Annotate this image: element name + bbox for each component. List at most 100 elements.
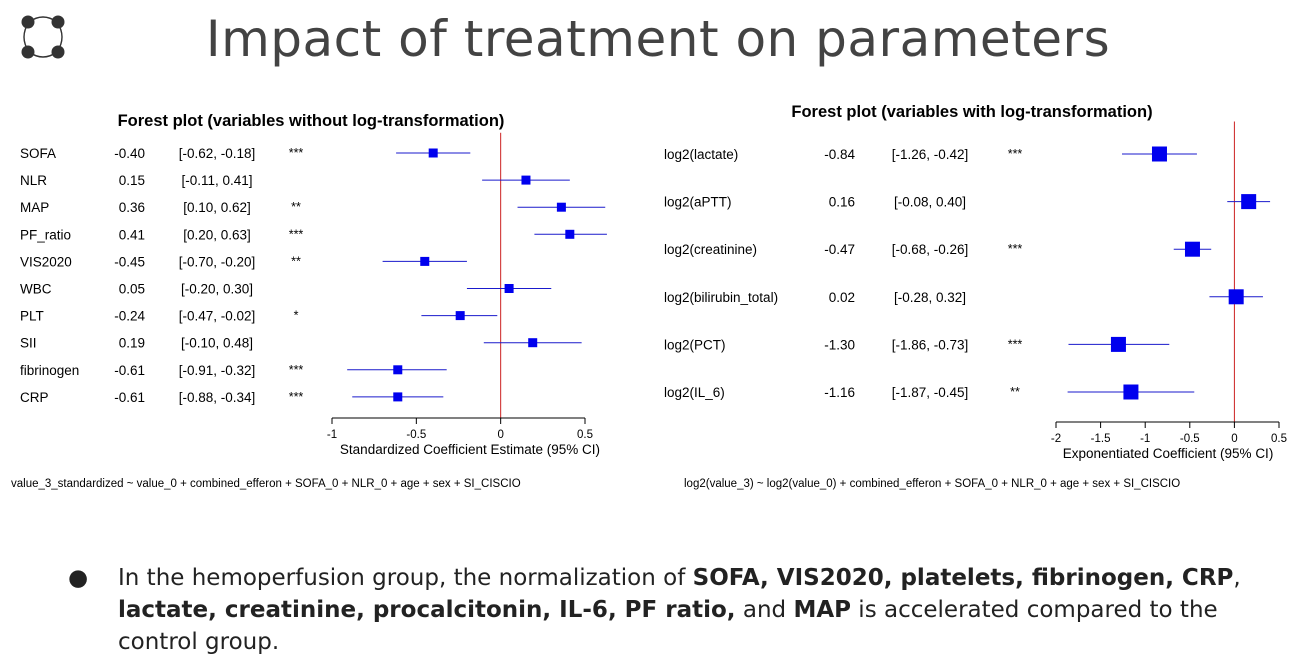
row-label: WBC [20,282,52,297]
slide-title: Impact of treatment on parameters [205,10,1111,68]
row-label: NLR [20,173,47,188]
row-label: SII [20,336,37,351]
x-tick-label: 0 [1231,433,1237,445]
row-ci: [0.10, 0.62] [183,200,251,215]
x-axis-label: Standardized Coefficient Estimate (95% C… [340,442,600,457]
model-formula-right: log2(value_3) ~ log2(value_0) + combined… [684,478,1181,490]
row-significance: *** [1008,242,1023,256]
x-tick-label: -1 [1140,433,1150,445]
row-estimate: 0.02 [829,290,855,305]
row-estimate: -0.84 [824,147,855,162]
row-estimate: 0.15 [119,173,145,188]
point-estimate [1110,336,1126,352]
x-tick-label: 0 [497,429,503,441]
row-ci: [-0.62, -0.18] [179,146,256,161]
row-estimate: 0.19 [119,336,145,351]
bullet-bold-segment: lactate, creatinine, procalcitonin, IL-6… [118,597,736,623]
point-estimate [428,148,438,158]
row-ci: [-0.20, 0.30] [181,282,253,297]
row-label: SOFA [20,146,56,161]
row-estimate: -0.47 [824,242,855,257]
row-label: VIS2020 [20,254,72,269]
bullet-segment: , [1233,565,1241,591]
logo-dot [51,45,65,59]
row-ci: [-1.87, -0.45] [892,385,969,400]
model-formula-left: value_3_standardized ~ value_0 + combine… [11,478,521,490]
x-tick-label: -0.5 [1180,433,1200,445]
point-estimate [521,175,531,185]
row-estimate: -0.61 [114,390,145,405]
row-significance: *** [289,146,304,160]
row-ci: [-0.11, 0.41] [181,173,252,188]
bullet-segment: is accelerated compared to the control g… [118,597,1218,655]
row-significance: *** [289,227,304,241]
forest-plot-right: Forest plot (variables with log-transfor… [664,103,1287,461]
row-estimate: -0.61 [114,363,145,378]
row-ci: [-0.10, 0.48] [181,336,253,351]
point-estimate [1151,146,1167,162]
row-label: log2(PCT) [664,337,726,352]
row-ci: [-0.91, -0.32] [179,363,256,378]
x-axis-label: Exponentiated Coefficient (95% CI) [1063,446,1274,461]
row-ci: [-1.86, -0.73] [892,337,969,352]
row-estimate: -0.40 [114,146,145,161]
row-label: log2(IL_6) [664,385,725,400]
row-label: fibrinogen [20,363,79,378]
row-significance: *** [289,363,304,377]
row-label: PF_ratio [20,227,71,242]
logo-dot [21,15,35,29]
row-estimate: 0.36 [119,200,145,215]
x-tick-label: 0.5 [1271,433,1287,445]
point-estimate [565,229,575,239]
plot-title: Forest plot (variables without log-trans… [118,112,505,130]
row-label: log2(lactate) [664,147,738,162]
row-estimate: 0.41 [119,227,145,242]
row-ci: [-0.68, -0.26] [892,242,969,257]
point-estimate [504,284,514,293]
row-label: PLT [20,309,44,324]
row-estimate: -1.30 [824,337,855,352]
row-label: log2(creatinine) [664,242,757,257]
logo-dot [21,45,35,59]
x-tick-label: 0.5 [577,429,593,441]
bullet-icon: ● [68,565,89,591]
row-significance: *** [289,390,304,404]
row-label: MAP [20,200,49,215]
bullet-point: ● In the hemoperfusion group, the normal… [60,562,1290,658]
row-significance: *** [1008,337,1023,351]
row-ci: [-0.08, 0.40] [894,195,966,210]
row-estimate: 0.05 [119,282,145,297]
row-ci: [-0.47, -0.02] [179,309,256,324]
point-estimate [556,202,566,212]
forest-plot-left: Forest plot (variables without log-trans… [20,112,607,457]
row-estimate: -0.45 [114,254,145,269]
row-ci: [-0.70, -0.20] [179,254,256,269]
point-estimate [1123,384,1139,400]
plot-title: Forest plot (variables with log-transfor… [791,103,1152,121]
bullet-segment: and [735,597,794,623]
logo-icon [21,15,65,59]
row-label: CRP [20,390,49,405]
x-tick-label: -1.5 [1091,433,1111,445]
x-tick-label: -2 [1051,433,1061,445]
bullet-segment: In the hemoperfusion group, the normaliz… [118,565,693,591]
row-significance: ** [291,254,301,268]
row-significance: ** [1010,385,1020,399]
row-ci: [-1.26, -0.42] [892,147,969,162]
row-estimate: -0.24 [114,309,145,324]
point-estimate [1184,241,1200,257]
row-significance: ** [291,200,301,214]
x-tick-label: -0.5 [406,429,426,441]
point-estimate [393,392,403,402]
row-label: log2(bilirubin_total) [664,290,778,305]
logo-dot [51,15,65,29]
bullet-text: In the hemoperfusion group, the normaliz… [118,562,1290,658]
point-estimate [393,365,403,375]
row-significance: * [294,309,299,323]
row-ci: [-0.28, 0.32] [894,290,966,305]
row-ci: [-0.88, -0.34] [179,390,256,405]
x-tick-label: -1 [327,429,337,441]
row-label: log2(aPTT) [664,195,732,210]
point-estimate [528,338,538,348]
row-significance: *** [1008,147,1023,161]
